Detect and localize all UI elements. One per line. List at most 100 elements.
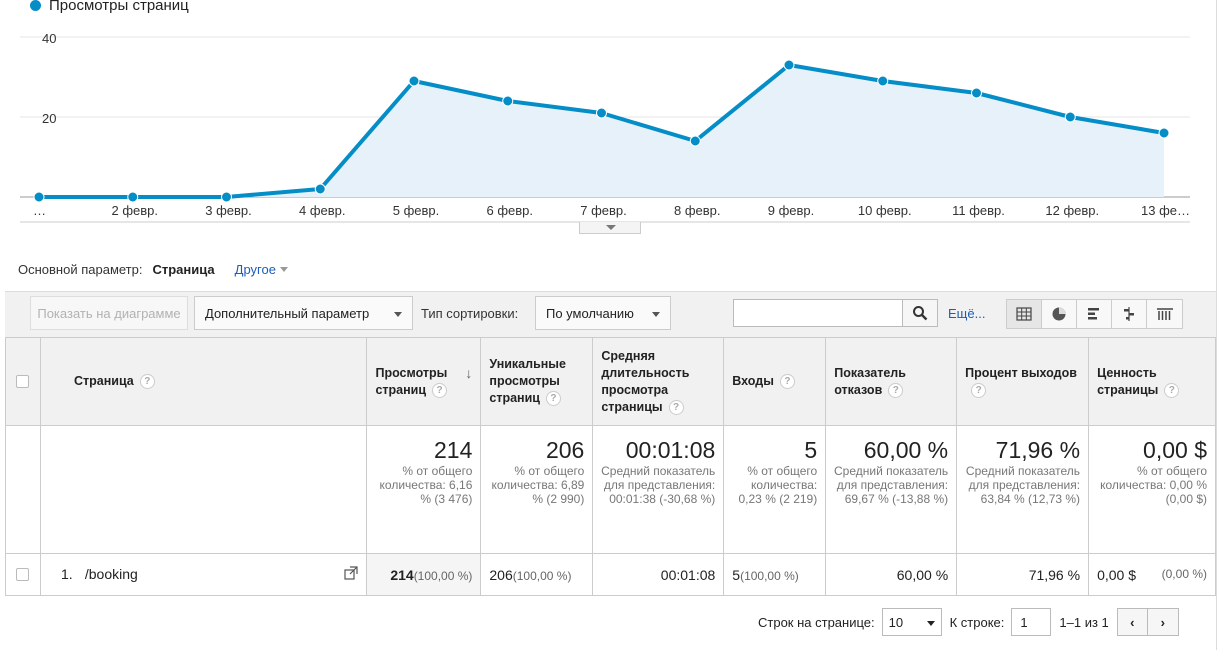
select-all-checkbox[interactable] [16,375,30,388]
data-point [971,87,982,99]
data-point [33,191,45,203]
header-page-value[interactable]: Ценность страницы? [1088,337,1216,426]
x-tick-label: 13 фе… [1141,203,1190,218]
row-unique-pct: (100,00 %) [512,568,572,583]
help-icon[interactable]: ? [139,374,155,390]
chevron-down-icon [652,312,660,317]
total-unique: 206% от общего количества: 6,89 % (2 990… [480,425,594,554]
data-point [1064,111,1076,123]
header-value-label: Ценность страницы [1097,365,1159,397]
dimension-page[interactable]: Страница [152,262,215,277]
help-icon[interactable]: ? [888,382,904,398]
data-point [689,135,701,147]
header-exit-label: Процент выходов [965,365,1077,380]
x-tick-label: 4 февр. [299,203,346,218]
pageviews-chart: 20 40 … 2 февр. 3 февр. 4 февр. 5 февр. 6 февр.… [20,31,1190,223]
row-duration: 00:01:08 [592,553,725,596]
help-icon[interactable]: ? [432,382,448,398]
data-point [596,107,607,119]
view-switcher [1006,299,1183,329]
goto-row-label: К строке: [949,614,1005,630]
x-tick-label: 3 февр. [205,203,252,218]
data-point [127,191,139,203]
row-value-pct: (0,00 %) [1161,566,1207,581]
comparison-icon [1124,307,1134,321]
header-page[interactable]: Страница? [39,337,368,426]
help-icon[interactable]: ? [971,382,987,398]
search-button[interactable] [902,299,938,327]
rows-per-page-select[interactable]: 10 [881,608,942,636]
header-pageviews[interactable]: ↓ Просмотры страниц? [366,337,482,426]
chevron-down-icon [279,267,288,272]
row-unique-value: 206 [489,566,513,583]
total-value: 214 [434,437,473,463]
row-checkbox-cell [5,553,41,596]
open-external-icon[interactable] [344,566,359,583]
chart-area: 20 40 … 2 февр. 3 февр. 4 февр. 5 февр. 6 февр.… [0,0,1216,240]
view-pivot-button[interactable] [1147,300,1182,328]
total-value: 00:01:08 [625,437,716,463]
total-exit: 71,96 % Средний показатель для представле… [956,425,1090,554]
dimension-other-label: Другое [234,262,276,277]
help-icon[interactable]: ? [545,391,561,407]
dimension-other-dropdown[interactable]: Другое [235,262,288,277]
rows-per-page-value: 10 [888,614,904,630]
total-sub: % от общего количества: 0,00 % (0,00 $) [1100,464,1207,506]
chevron-down-icon [394,312,402,317]
row-exit: 71,96 % [956,553,1090,596]
x-tick-label: 8 февр. [674,203,721,218]
data-point [221,191,232,203]
view-table-button[interactable] [1007,300,1042,328]
header-avg-duration[interactable]: Средняя длительность просмотра страницы? [592,337,725,426]
header-exit-rate[interactable]: Процент выходов? [956,337,1090,426]
search-icon [913,306,928,321]
next-page-button[interactable]: › [1147,609,1178,635]
help-icon[interactable]: ? [779,374,795,390]
help-icon[interactable]: ? [668,399,684,415]
row-unique: 206(100,00 %) [480,553,594,596]
series-area [39,65,1164,197]
total-value: 60,00 % [863,437,949,463]
row-page-link[interactable]: /booking [84,566,138,582]
total-sub: % от общего количества: 6,89 % (2 990) [491,464,585,506]
view-performance-button[interactable] [1077,300,1112,328]
x-tick-label: 6 февр. [486,203,533,218]
sort-type-value: По умолчанию [546,305,634,321]
secondary-dimension-label: Дополнительный параметр [205,305,370,321]
secondary-dimension-select[interactable]: Дополнительный параметр [194,296,413,330]
help-icon[interactable]: ? [1164,382,1180,398]
row-checkbox[interactable] [16,568,30,581]
goto-row-input[interactable]: 1 [1011,608,1052,636]
data-point [877,75,889,87]
row-entrances-value: 5 [732,566,741,583]
y-tick-label: 20 [42,111,56,126]
bar-chart-icon [1088,308,1099,320]
total-value: 206 [545,437,585,463]
select-all-cell [5,337,41,426]
y-tick-label: 40 [42,31,56,46]
prev-page-button[interactable]: ‹ [1117,609,1148,635]
header-unique-pageviews[interactable]: Уникальные просмотры страниц? [480,337,594,426]
view-pie-button[interactable] [1042,300,1077,328]
table-search-input[interactable] [733,299,903,327]
sort-type-select[interactable]: По умолчанию [535,296,671,330]
advanced-filter-link[interactable]: Ещё... [948,306,986,321]
page-nav: ‹ › [1116,608,1179,636]
total-sub: % от общего количества: 6,16 % (3 476) [379,464,473,506]
chevron-down-icon [926,621,935,626]
table-header-row: Страница? ↓ Просмотры страниц? Уникальные… [5,337,1216,426]
plot-rows-button[interactable]: Показать на диаграмме [30,296,188,330]
primary-dimension-row: Основной параметр: Страница Другое [18,262,288,277]
total-value: 71,96 % [995,437,1081,463]
header-entrances[interactable]: Входы? [723,337,827,426]
view-comparison-button[interactable] [1112,300,1147,328]
chart-collapse-button[interactable] [579,222,641,234]
total-entrances: 5% от общего количества: 0,23 % (2 219) [723,425,827,554]
total-sub: Средний показатель для представления: 00… [601,464,716,506]
row-pageviews-value: 214 [390,566,414,583]
header-bounce-rate[interactable]: Показатель отказов? [825,337,958,426]
data-point [783,59,795,71]
totals-row: 214% от общего количества: 6,16 % (3 476… [5,425,1216,554]
pagination: Строк на странице: 10 К строке: 1 1–1 из… [758,607,1179,637]
data-point [314,183,326,195]
